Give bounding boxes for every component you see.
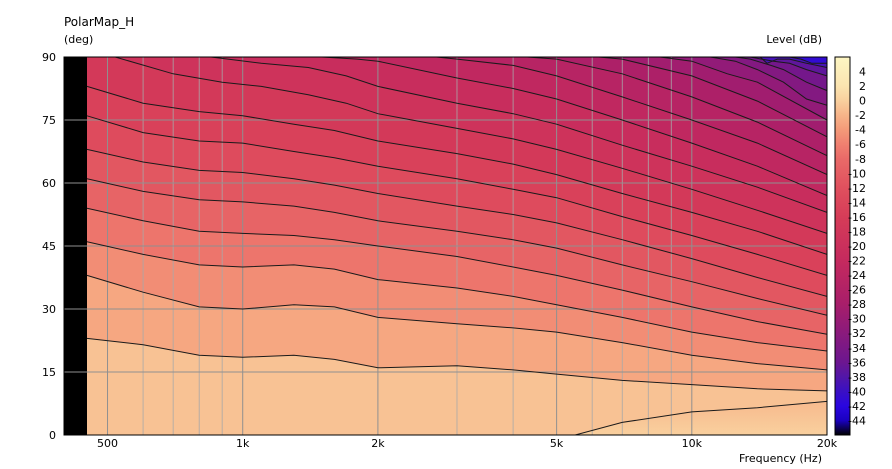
contour-line <box>210 57 827 213</box>
y-tick-label: 0 <box>49 429 56 442</box>
contour-line <box>598 57 827 138</box>
contour-line <box>86 274 827 371</box>
colorbar-tick-label: -2 <box>855 109 866 122</box>
contour-line <box>115 57 827 234</box>
chart-title: PolarMap_H <box>64 15 134 29</box>
y-tick-label: 90 <box>42 51 56 64</box>
colorbar-tick-label: -14 <box>848 196 866 209</box>
colorbar-tick-label: -34 <box>848 342 866 355</box>
plot-frame <box>63 56 828 436</box>
contour-line <box>86 207 827 335</box>
colorbar-tick-label: -38 <box>848 371 866 384</box>
colorbar-tick-label: -18 <box>848 225 866 238</box>
colorbar-tick-label: -10 <box>848 167 866 180</box>
contour-lines <box>86 57 827 435</box>
level-field <box>64 57 827 435</box>
x-axis-label: Frequency (Hz) <box>739 452 822 465</box>
contour-line <box>575 400 827 435</box>
colorbar-tick-label: -16 <box>848 211 866 224</box>
x-tick-label: 500 <box>97 437 118 450</box>
grid-lines <box>64 57 827 435</box>
contour-line <box>86 115 827 276</box>
colorbar-tick-label: -20 <box>848 240 866 253</box>
colorbar-tick-label: -40 <box>848 385 866 398</box>
colorbar-tick-labels: 42 0-2 -4-6 -8-10 -12-14 -16-18 -20 -22-24 -26-2… <box>848 66 866 428</box>
colorbar-tick-label: 0 <box>859 95 866 108</box>
contour-line <box>86 178 827 316</box>
colorbar-tick-label: 2 <box>859 80 866 93</box>
colorbar-title: Level (dB) <box>766 33 822 46</box>
colorbar-tick-label: 4 <box>859 66 866 79</box>
colorbar-tick-label: -6 <box>855 138 866 151</box>
colorbar-tick-label: -44 <box>848 414 866 427</box>
contour-line <box>86 337 827 392</box>
y-tick-label: 75 <box>42 114 56 127</box>
colorbar-tick-label: -22 <box>848 255 866 268</box>
colorbar-tick-label: -42 <box>848 400 866 413</box>
y-tick-label: 15 <box>42 366 56 379</box>
contour-line <box>321 57 827 197</box>
contour-line <box>86 85 827 255</box>
x-tick-label: 20k <box>817 437 838 450</box>
colorbar-tick-label: -28 <box>848 298 866 311</box>
contour-line <box>436 57 827 176</box>
contour-line <box>527 57 827 157</box>
colorbar-tick-label: -26 <box>848 284 866 297</box>
x-tick-label: 2k <box>371 437 385 450</box>
colorbar-tick-label: -12 <box>848 182 866 195</box>
x-tick-label: 1k <box>236 437 250 450</box>
contour-line <box>710 57 827 106</box>
y-tick-labels: 0 15 30 45 60 75 90 <box>42 51 56 442</box>
colorbar-tick-label: -4 <box>855 124 866 137</box>
contour-line <box>789 57 827 64</box>
contour-line <box>750 57 827 77</box>
y-tick-label: 60 <box>42 177 56 190</box>
contour-line <box>86 241 827 352</box>
contour-line <box>759 57 827 68</box>
colorbar-tick-label: -36 <box>848 356 866 369</box>
x-tick-labels: 500 1k 2k 5k 10k 20k <box>97 437 838 450</box>
y-tick-label: 45 <box>42 240 56 253</box>
x-tick-label: 10k <box>682 437 703 450</box>
contour-line <box>735 57 827 92</box>
colorbar-tick-label: -24 <box>848 269 866 282</box>
colorbar-tick-label: -8 <box>855 153 866 166</box>
y-tick-label: 30 <box>42 303 56 316</box>
contour-line <box>86 148 827 297</box>
colorbar-tick-label: -32 <box>848 327 866 340</box>
colorbar-tick-label: -30 <box>848 313 866 326</box>
plot-area <box>64 57 827 435</box>
contour-line <box>660 57 827 121</box>
x-tick-label: 5k <box>550 437 564 450</box>
colorbar <box>834 56 851 436</box>
y-axis-label: (deg) <box>64 33 93 46</box>
